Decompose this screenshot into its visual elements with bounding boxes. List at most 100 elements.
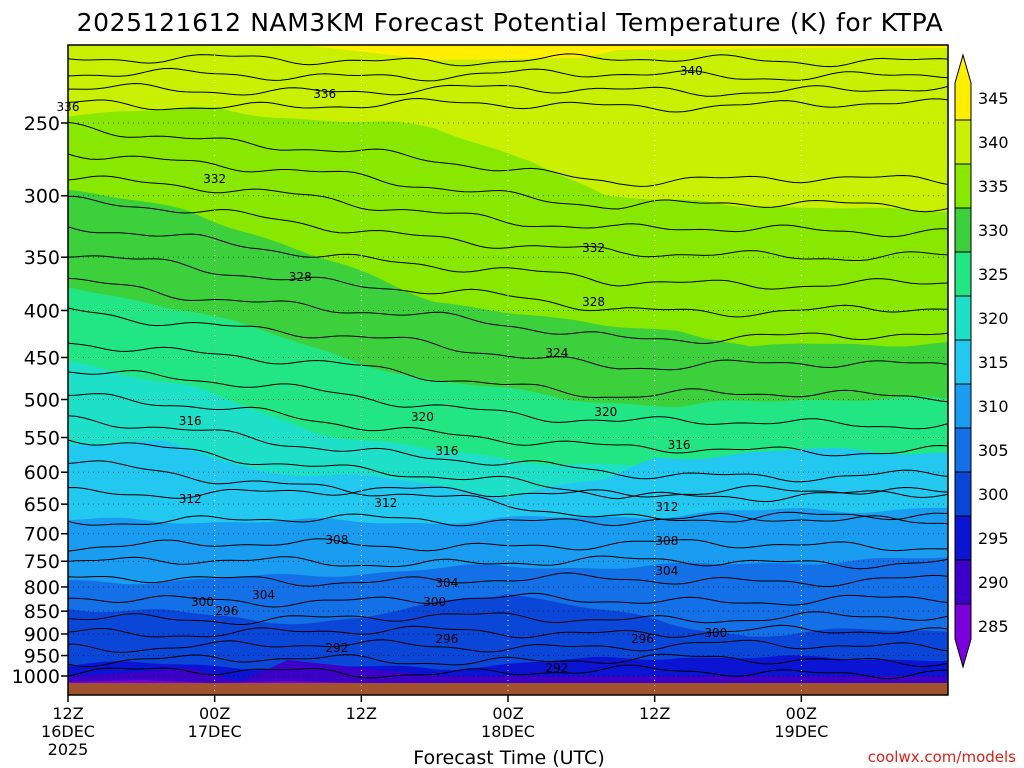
x-tick-label: 19DEC [774, 722, 828, 741]
contour-label: 332 [582, 241, 605, 255]
contour-label: 296 [631, 632, 654, 646]
colorbar-label: 290 [978, 573, 1009, 592]
chart-title: 2025121612 NAM3KM Forecast Potential Tem… [77, 8, 944, 37]
colorbar-segment [954, 119, 972, 165]
contour-label: 308 [325, 533, 348, 547]
y-tick-label: 400 [24, 300, 60, 322]
y-tick-label: 250 [24, 113, 60, 135]
colorbar-segment [954, 471, 972, 517]
y-tick-label: 950 [24, 646, 60, 668]
contour-label: 304 [655, 564, 678, 578]
colorbar-segment [954, 515, 972, 561]
colorbar-label: 320 [978, 309, 1009, 328]
contour-label: 308 [655, 534, 678, 548]
contour-line [67, 639, 949, 653]
contour-label: 292 [545, 661, 568, 675]
y-tick-label: 900 [24, 624, 60, 646]
colorbar-label: 335 [978, 177, 1009, 196]
contour-label: 304 [435, 576, 458, 590]
contour-label: 300 [704, 626, 727, 640]
contour-line [67, 664, 949, 680]
y-tick-label: 1000 [12, 666, 60, 688]
contour-line [68, 592, 949, 608]
x-tick-label: 00Z [492, 704, 523, 723]
y-tick-label: 600 [24, 462, 60, 484]
colorbar-segment [954, 603, 972, 669]
contour-label: 312 [374, 496, 397, 510]
contour-label: 328 [582, 295, 605, 309]
y-tick-label: 700 [24, 524, 60, 546]
x-tick-label: 00Z [786, 704, 817, 723]
x-tick-label: 12Z [639, 704, 670, 723]
x-tick-label: 17DEC [188, 722, 242, 741]
contour-line [67, 153, 949, 213]
contour-line [67, 307, 949, 371]
y-tick-label: 300 [24, 186, 60, 208]
contour-line [67, 624, 949, 639]
contour-line [67, 97, 949, 113]
x-tick-label: 2025 [48, 740, 89, 759]
contour-label: 320 [411, 410, 434, 424]
contour-label: 304 [252, 588, 275, 602]
x-tick-label: 16DEC [41, 722, 95, 741]
colorbar-segment [954, 207, 972, 253]
contour-line [67, 369, 949, 430]
x-tick-label: 12Z [346, 704, 377, 723]
colorbar-segment [954, 339, 972, 385]
y-axis: 2503003504004505005506006507007508008509… [12, 113, 68, 688]
contour-line [67, 342, 949, 403]
contour-label: 316 [668, 438, 691, 452]
y-tick-label: 850 [24, 601, 60, 623]
y-tick-label: 500 [24, 390, 60, 412]
colorbar-label: 305 [978, 441, 1009, 460]
x-tick-label: 00Z [199, 704, 230, 723]
colorbar-label: 330 [978, 221, 1009, 240]
colorbar-label: 310 [978, 397, 1009, 416]
colorbar-segment [954, 163, 972, 209]
contour-line [67, 226, 949, 290]
colorbar-segment [954, 251, 972, 297]
grid-lines [67, 45, 948, 695]
colorbar-label: 345 [978, 89, 1009, 108]
contour-line [67, 460, 949, 523]
colorbar-label: 340 [978, 133, 1009, 152]
y-tick-label: 800 [24, 577, 60, 599]
x-tick-label: 18DEC [481, 722, 535, 741]
y-tick-label: 750 [24, 551, 60, 573]
contour-line [67, 175, 949, 238]
contour-label: 296 [215, 604, 238, 618]
y-tick-label: 350 [24, 247, 60, 269]
colorbar-segment [954, 559, 972, 605]
y-tick-label: 450 [24, 347, 60, 369]
contour-label: 316 [179, 414, 202, 428]
colorbar-segment [954, 53, 972, 121]
colorbar: 345 340 335 330 325 320 315 310 305 300 295 290 285 [954, 53, 1009, 669]
y-tick-label: 650 [24, 494, 60, 516]
contour-line [67, 415, 949, 483]
contour-label: 292 [325, 641, 348, 655]
contour-label: 300 [191, 595, 214, 609]
credit-text: coolwx.com/models [868, 748, 1016, 766]
colorbar-label: 285 [978, 617, 1009, 636]
contour-label: 300 [423, 595, 446, 609]
contour-label: 296 [435, 632, 458, 646]
x-tick-label: 12Z [52, 704, 83, 723]
contour-label: 320 [594, 405, 617, 419]
contour-label: 340 [680, 64, 703, 78]
contour-label: 316 [435, 444, 458, 458]
contour-line [67, 611, 949, 625]
contour-label: 328 [289, 270, 312, 284]
colorbar-segment [954, 383, 972, 429]
contour-label: 312 [655, 500, 678, 514]
contour-line [67, 653, 949, 668]
colorbar-label: 300 [978, 485, 1009, 504]
colorbar-segment [954, 295, 972, 341]
ground-strip [68, 683, 948, 695]
colorbar-label: 325 [978, 265, 1009, 284]
ground-fill [68, 683, 948, 695]
colorbar-segment [954, 427, 972, 473]
x-axis-label: Forecast Time (UTC) [413, 747, 604, 768]
